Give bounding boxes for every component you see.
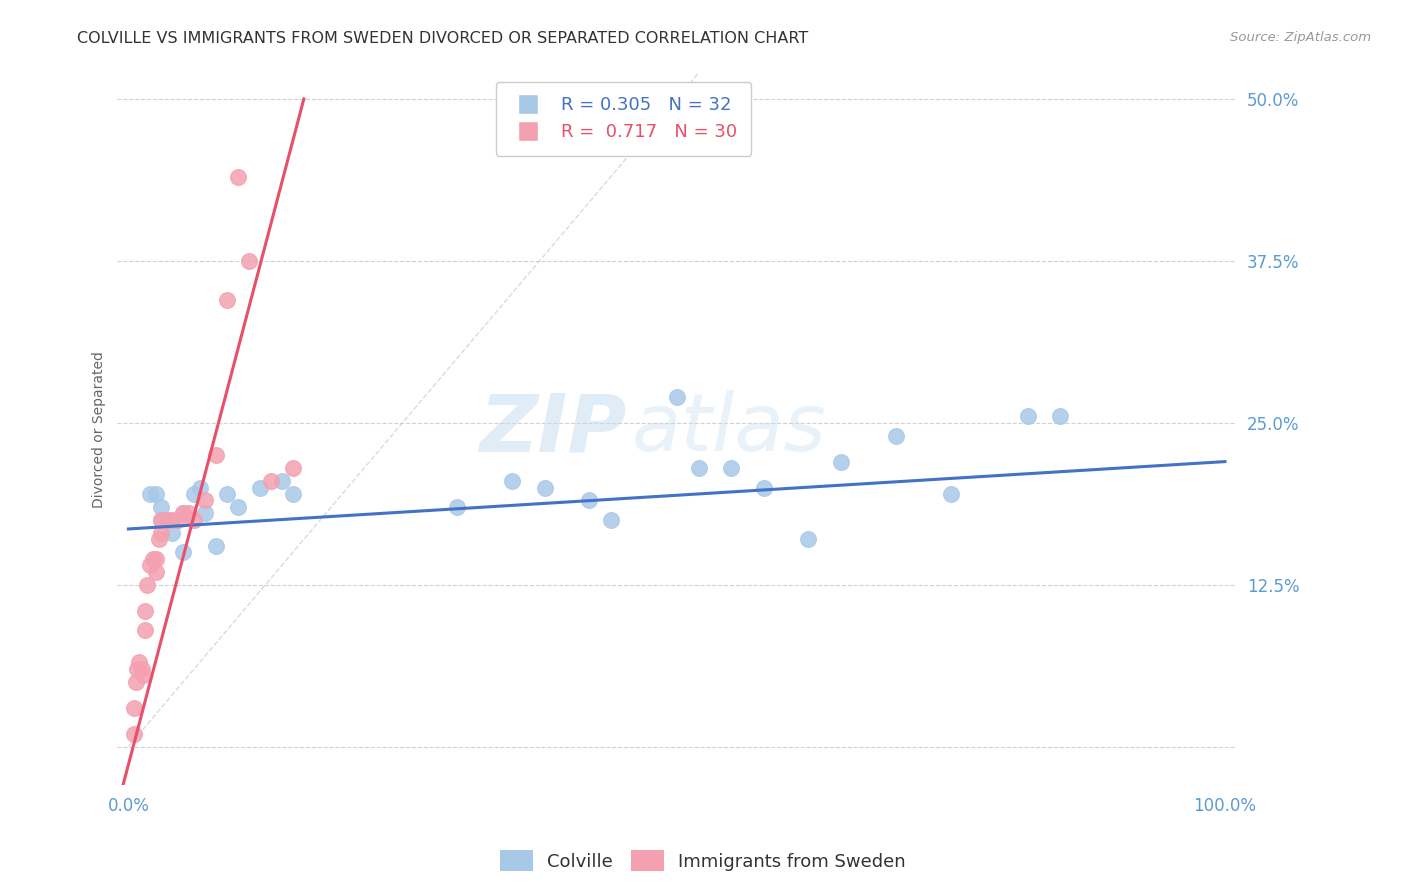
Point (156, 513, 179, 527)
Point (131, 662, 153, 676)
Point (599, 513, 621, 527)
Point (172, 507, 194, 521)
Point (271, 474, 294, 488)
Point (1017, 409, 1039, 424)
Text: COLVILLE VS IMMIGRANTS FROM SWEDEN DIVORCED OR SEPARATED CORRELATION CHART: COLVILLE VS IMMIGRANTS FROM SWEDEN DIVOR… (77, 31, 808, 46)
Point (145, 487, 167, 501)
Point (578, 493, 600, 508)
Point (183, 487, 205, 501)
Text: atlas: atlas (631, 390, 827, 468)
Point (720, 461, 742, 475)
Point (754, 481, 776, 495)
Point (134, 603, 156, 617)
Point (162, 525, 184, 540)
Point (665, 390, 688, 404)
Point (136, 577, 159, 591)
Point (128, 656, 150, 670)
Point (281, 461, 304, 475)
Point (156, 513, 179, 527)
Point (238, 253, 260, 268)
Point (139, 487, 162, 501)
Text: Source: ZipAtlas.com: Source: ZipAtlas.com (1230, 31, 1371, 45)
Point (150, 513, 173, 527)
Point (205, 539, 228, 553)
Point (194, 493, 217, 508)
Point (884, 428, 907, 442)
Point (217, 293, 239, 307)
Point (150, 513, 173, 527)
Point (166, 513, 188, 527)
Point (127, 662, 149, 676)
Point (797, 533, 820, 547)
Point (249, 481, 271, 495)
Point (134, 623, 156, 637)
Point (226, 169, 249, 184)
Point (183, 513, 205, 527)
Point (150, 500, 173, 514)
Point (145, 565, 167, 579)
Point (205, 448, 228, 462)
Point (172, 545, 194, 559)
Point (281, 487, 304, 501)
Point (150, 525, 173, 540)
Point (446, 500, 468, 514)
Point (141, 551, 163, 566)
Point (122, 726, 145, 740)
Point (139, 558, 162, 573)
Point (162, 513, 184, 527)
Legend: R = 0.305   N = 32, R =  0.717   N = 30: R = 0.305 N = 32, R = 0.717 N = 30 (495, 82, 751, 156)
Point (1049, 409, 1071, 424)
Point (534, 481, 557, 495)
Point (188, 481, 211, 495)
Y-axis label: Divorced or Separated: Divorced or Separated (93, 351, 107, 508)
Point (226, 500, 249, 514)
Point (217, 487, 239, 501)
Point (172, 507, 194, 521)
Point (148, 533, 170, 547)
Point (939, 487, 962, 501)
Point (501, 474, 523, 488)
Point (830, 454, 852, 468)
Point (688, 461, 710, 475)
Legend: Colville, Immigrants from Sweden: Colville, Immigrants from Sweden (494, 843, 912, 879)
Point (194, 507, 217, 521)
Point (145, 551, 167, 566)
Point (125, 674, 148, 689)
Text: ZIP: ZIP (479, 390, 626, 468)
Point (177, 507, 200, 521)
Point (122, 700, 145, 714)
Point (131, 668, 153, 682)
Point (260, 474, 283, 488)
